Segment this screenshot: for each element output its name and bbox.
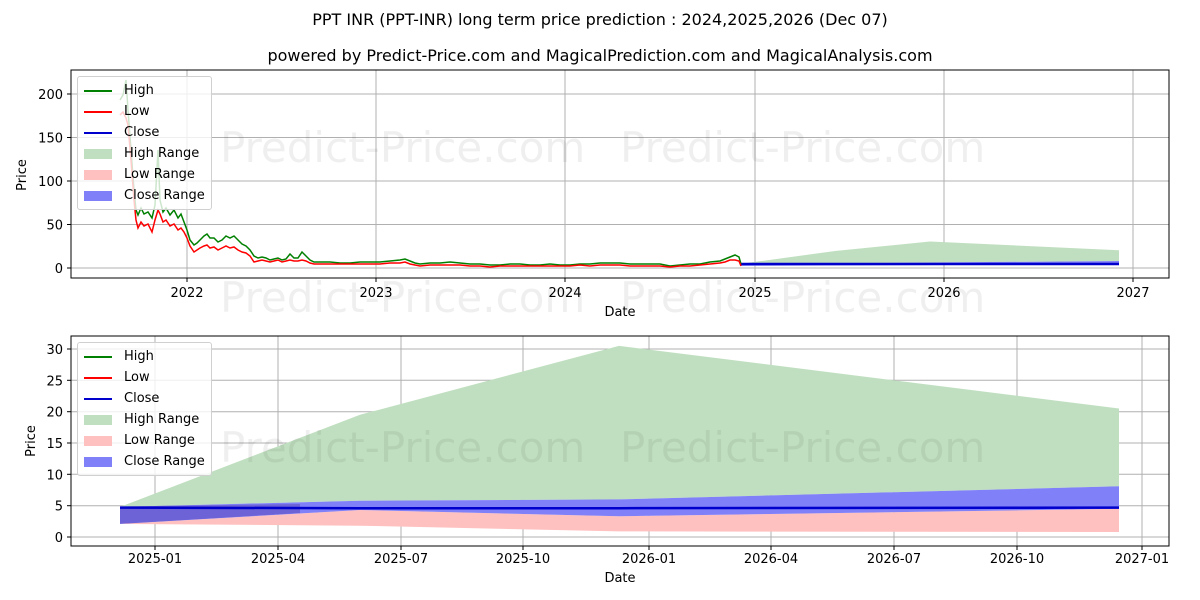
legend-item-high: High [84, 346, 205, 367]
bottom-axes-frame [70, 335, 1170, 547]
y-tick-label: 100 [38, 175, 63, 190]
legend-swatch [84, 414, 112, 425]
y-tick-label: 0 [55, 262, 63, 277]
x-tick-label: 2026 [927, 286, 960, 301]
legend-swatch [84, 169, 112, 180]
legend-swatch [84, 89, 112, 92]
x-tick-label: 2025 [738, 286, 771, 301]
legend-label: Close [124, 125, 160, 140]
legend-item-high-range: High Range [84, 143, 205, 164]
legend-swatch [84, 148, 112, 159]
chart-title: PPT INR (PPT-INR) long term price predic… [312, 10, 888, 29]
x-tick-label: 2026-10 [990, 552, 1044, 567]
watermark: Predict-Price.com [620, 123, 985, 172]
legend-label: High [124, 83, 154, 98]
bottom-x-axis-label: Date [604, 571, 635, 586]
x-tick-label: 2025-01 [128, 552, 182, 567]
chart-subtitle: powered by Predict-Price.com and Magical… [267, 46, 933, 65]
watermark: Predict-Price.com [220, 273, 585, 322]
bottom-high-range-area [120, 345, 1119, 507]
legend-label: Close [124, 391, 160, 406]
legend-item-high-range: High Range [84, 409, 205, 430]
legend-label: Low [124, 104, 150, 119]
y-tick-label: 50 [46, 219, 63, 234]
y-tick-label: 10 [46, 468, 63, 483]
legend-label: Close Range [124, 454, 205, 469]
y-tick-label: 15 [46, 437, 63, 452]
legend-swatch [84, 110, 112, 113]
legend-item-low: Low [84, 101, 205, 122]
legend-item-low-range: Low Range [84, 164, 205, 185]
x-tick-label: 2025-04 [251, 552, 305, 567]
legend-label: Low [124, 370, 150, 385]
legend-item-high: High [84, 80, 205, 101]
bottom-x-ticks: 2025-01 2025-04 2025-07 2025-10 2026-01 … [128, 546, 1169, 567]
top-axes-frame [70, 69, 1170, 279]
y-tick-label: 200 [38, 88, 63, 103]
watermark: Predict-Price.com [220, 423, 585, 472]
bottom-y-axis-label: Price [24, 425, 39, 457]
y-tick-label: 5 [55, 500, 63, 515]
legend-label: Low Range [124, 167, 195, 182]
top-grid [71, 70, 1169, 278]
legend-item-close: Close [84, 122, 205, 143]
top-x-axis-label: Date [604, 305, 635, 320]
top-y-ticks: 0 50 100 150 200 [38, 88, 71, 277]
legend-swatch [84, 435, 112, 446]
x-tick-label: 2026-01 [622, 552, 676, 567]
x-tick-label: 2023 [359, 286, 392, 301]
bottom-close-range-area [120, 486, 1119, 524]
x-tick-label: 2024 [548, 286, 581, 301]
legend-label: High [124, 349, 154, 364]
watermark: Predict-Price.com [620, 273, 985, 322]
legend-item-low-range: Low Range [84, 430, 205, 451]
y-tick-label: 30 [46, 343, 63, 358]
y-tick-label: 25 [46, 374, 63, 389]
legend-label: High Range [124, 146, 200, 161]
watermark: Predict-Price.com [220, 123, 585, 172]
legend-item-close: Close [84, 388, 205, 409]
x-tick-label: 2027-01 [1115, 552, 1169, 567]
top-y-axis-label: Price [15, 159, 30, 191]
bottom-chart: Predict-Price.com Predict-Price.com 0 5 … [24, 335, 1170, 586]
watermark: Predict-Price.com [620, 423, 985, 472]
x-tick-label: 2025-07 [374, 552, 428, 567]
top-high-line [119, 79, 742, 267]
bottom-close-line [119, 506, 1120, 510]
legend-swatch [84, 376, 112, 379]
x-tick-label: 2027 [1116, 286, 1149, 301]
top-low-line [119, 110, 742, 268]
bottom-y-ticks: 0 5 10 15 20 25 30 [46, 343, 71, 546]
legend-swatch [84, 355, 112, 358]
legend-label: Low Range [124, 433, 195, 448]
x-tick-label: 2026-04 [744, 552, 798, 567]
legend-item-close-range: Close Range [84, 451, 205, 472]
legend-swatch [84, 397, 112, 400]
y-tick-label: 20 [46, 406, 63, 421]
legend-swatch [84, 456, 112, 467]
legend-swatch [84, 131, 112, 134]
legend-label: High Range [124, 412, 200, 427]
bottom-legend: High Low Close High Range Low Range Clos… [77, 342, 212, 476]
top-high-range-area [741, 241, 1119, 264]
x-tick-label: 2022 [170, 286, 203, 301]
x-tick-label: 2025-10 [496, 552, 550, 567]
top-legend: High Low Close High Range Low Range Clos… [77, 76, 212, 210]
legend-item-low: Low [84, 367, 205, 388]
bottom-low-range-area [120, 508, 1119, 532]
top-chart: Predict-Price.com Predict-Price.com Pred… [15, 69, 1170, 322]
legend-item-close-range: Close Range [84, 185, 205, 206]
legend-swatch [84, 190, 112, 201]
top-x-ticks: 2022 2023 2024 2025 2026 2027 [170, 278, 1150, 301]
y-tick-label: 150 [38, 132, 63, 147]
y-tick-label: 0 [55, 531, 63, 546]
x-tick-label: 2026-07 [867, 552, 921, 567]
legend-label: Close Range [124, 188, 205, 203]
